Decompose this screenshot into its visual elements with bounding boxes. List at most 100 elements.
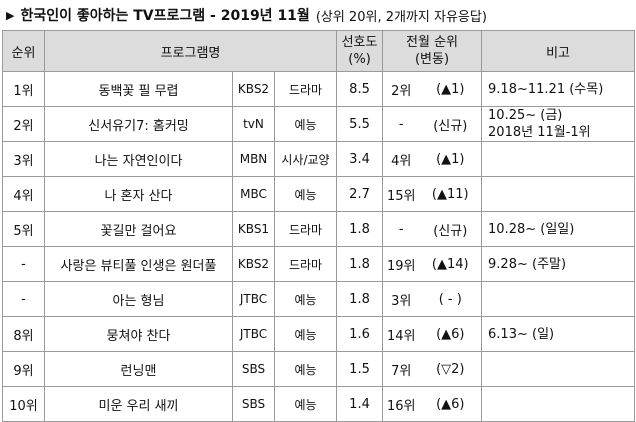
remark-line: 10.28~ (일일) <box>488 221 575 237</box>
cell-genre: 예능 <box>273 316 338 352</box>
table-row: 2위 신서유기7: 홈커밍 tvN 예능 5.5 - (신규) 10.25~ (… <box>2 106 636 142</box>
cell-change: (▲14) <box>419 246 483 282</box>
cell-change: ( - ) <box>419 281 483 317</box>
remark-line: 10.25~ (금) <box>488 108 563 123</box>
cell-program: 동백꽃 필 무렵 <box>44 71 233 107</box>
cell-rank: - <box>2 281 45 317</box>
header-prev-rank: 전월 순위 (변동) <box>382 30 483 72</box>
table-row: 4위 나 혼자 산다 MBC 예능 2.7 15위 (▲11) <box>2 176 636 212</box>
triangle-marker-icon: ▶ <box>6 8 15 22</box>
cell-program: 나는 자연인이다 <box>44 141 233 177</box>
table-row: 10위 미운 우리 새끼 SBS 예능 1.4 16위 (▲6) <box>2 386 636 422</box>
cell-genre: 예능 <box>273 281 338 317</box>
cell-preference: 1.5 <box>336 351 384 387</box>
cell-prev-rank: - <box>382 106 420 142</box>
cell-rank: 1위 <box>2 71 45 107</box>
cell-program: 꽃길만 걸어요 <box>44 211 233 247</box>
cell-program: 신서유기7: 홈커밍 <box>44 106 233 142</box>
cell-remarks <box>481 351 636 387</box>
cell-channel: MBN <box>232 141 275 177</box>
cell-genre: 드라마 <box>273 71 338 107</box>
cell-genre: 예능 <box>273 386 338 422</box>
cell-program: 뭉쳐야 찬다 <box>44 316 233 352</box>
cell-prev-rank: 16위 <box>382 386 420 422</box>
cell-program: 미운 우리 새끼 <box>44 386 233 422</box>
table-row: 3위 나는 자연인이다 MBN 시사/교양 3.4 4위 (▲1) <box>2 141 636 177</box>
remark-line: 2018년 11월-1위 <box>488 125 591 140</box>
cell-change: (▲6) <box>419 386 483 422</box>
cell-rank: 10위 <box>2 386 45 422</box>
cell-channel: KBS2 <box>232 71 275 107</box>
remark-line: 9.28~ (주말) <box>488 256 567 272</box>
cell-channel: MBC <box>232 176 275 212</box>
cell-genre: 예능 <box>273 176 338 212</box>
table-row: - 사랑은 뷰티풀 인생은 원더풀 KBS2 드라마 1.8 19위 (▲14)… <box>2 246 636 282</box>
cell-remarks <box>481 386 636 422</box>
tv-program-ranking-table: 순위 프로그램명 선호도 (%) 전월 순위 (변동) 비고 1위 동백꽃 필 … <box>2 30 636 422</box>
cell-change: (▲6) <box>419 316 483 352</box>
table-row: - 아는 형님 JTBC 예능 1.8 3위 ( - ) <box>2 281 636 317</box>
cell-rank: 4위 <box>2 176 45 212</box>
cell-prev-rank: - <box>382 211 420 247</box>
cell-change: (신규) <box>419 211 483 247</box>
header-prev-rank-line1: 전월 순위 <box>406 35 459 50</box>
cell-change: (신규) <box>419 106 483 142</box>
table-row: 8위 뭉쳐야 찬다 JTBC 예능 1.6 14위 (▲6) 6.13~ (일) <box>2 316 636 352</box>
cell-rank: 9위 <box>2 351 45 387</box>
header-preference-line1: 선호도 <box>341 35 378 50</box>
cell-rank: 2위 <box>2 106 45 142</box>
cell-preference: 1.8 <box>336 211 384 247</box>
cell-prev-rank: 15위 <box>382 176 420 212</box>
cell-program: 런닝맨 <box>44 351 233 387</box>
cell-prev-rank: 14위 <box>382 316 420 352</box>
cell-genre: 시사/교양 <box>273 141 338 177</box>
cell-channel: KBS1 <box>232 211 275 247</box>
cell-preference: 1.8 <box>336 246 384 282</box>
table-header: 순위 프로그램명 선호도 (%) 전월 순위 (변동) 비고 <box>2 30 636 72</box>
table-body: 1위 동백꽃 필 무렵 KBS2 드라마 8.5 2위 (▲1) 9.18~11… <box>2 71 636 422</box>
cell-remarks: 9.18~11.21 (수목) <box>481 71 636 107</box>
cell-preference: 1.4 <box>336 386 384 422</box>
header-rank: 순위 <box>2 30 45 72</box>
cell-rank: - <box>2 246 45 282</box>
cell-program: 사랑은 뷰티풀 인생은 원더풀 <box>44 246 233 282</box>
cell-remarks <box>481 281 636 317</box>
cell-genre: 드라마 <box>273 246 338 282</box>
header-prev-rank-line2: (변동) <box>414 52 450 67</box>
cell-preference: 1.8 <box>336 281 384 317</box>
cell-genre: 예능 <box>273 106 338 142</box>
cell-rank: 3위 <box>2 141 45 177</box>
remark-line: 9.18~11.21 (수목) <box>488 81 604 97</box>
cell-remarks: 6.13~ (일) <box>481 316 636 352</box>
cell-channel: JTBC <box>232 281 275 317</box>
remark-line: 6.13~ (일) <box>488 326 555 342</box>
cell-prev-rank: 7위 <box>382 351 420 387</box>
cell-prev-rank: 2위 <box>382 71 420 107</box>
cell-channel: SBS <box>232 351 275 387</box>
title-sub: (상위 20위, 2개까지 자유응답) <box>315 9 487 25</box>
cell-change: (▲11) <box>419 176 483 212</box>
cell-remarks: 10.25~ (금) 2018년 11월-1위 <box>481 106 636 142</box>
title-main: 한국인이 좋아하는 TV프로그램 - 2019년 11월 <box>20 8 310 24</box>
cell-program: 나 혼자 산다 <box>44 176 233 212</box>
cell-preference: 3.4 <box>336 141 384 177</box>
cell-prev-rank: 3위 <box>382 281 420 317</box>
cell-preference: 8.5 <box>336 71 384 107</box>
cell-preference: 2.7 <box>336 176 384 212</box>
header-preference-line2: (%) <box>348 52 371 67</box>
cell-channel: JTBC <box>232 316 275 352</box>
table-row: 1위 동백꽃 필 무렵 KBS2 드라마 8.5 2위 (▲1) 9.18~11… <box>2 71 636 107</box>
cell-channel: tvN <box>232 106 275 142</box>
cell-remarks: 9.28~ (주말) <box>481 246 636 282</box>
table-row: 5위 꽃길만 걸어요 KBS1 드라마 1.8 - (신규) 10.28~ (일… <box>2 211 636 247</box>
table-row: 9위 런닝맨 SBS 예능 1.5 7위 (▽2) <box>2 351 636 387</box>
cell-change: (▲1) <box>419 141 483 177</box>
cell-program: 아는 형님 <box>44 281 233 317</box>
cell-genre: 예능 <box>273 351 338 387</box>
header-remarks: 비고 <box>481 30 636 72</box>
cell-preference: 1.6 <box>336 316 384 352</box>
cell-preference: 5.5 <box>336 106 384 142</box>
header-preference: 선호도 (%) <box>336 30 384 72</box>
cell-genre: 드라마 <box>273 211 338 247</box>
cell-prev-rank: 19위 <box>382 246 420 282</box>
